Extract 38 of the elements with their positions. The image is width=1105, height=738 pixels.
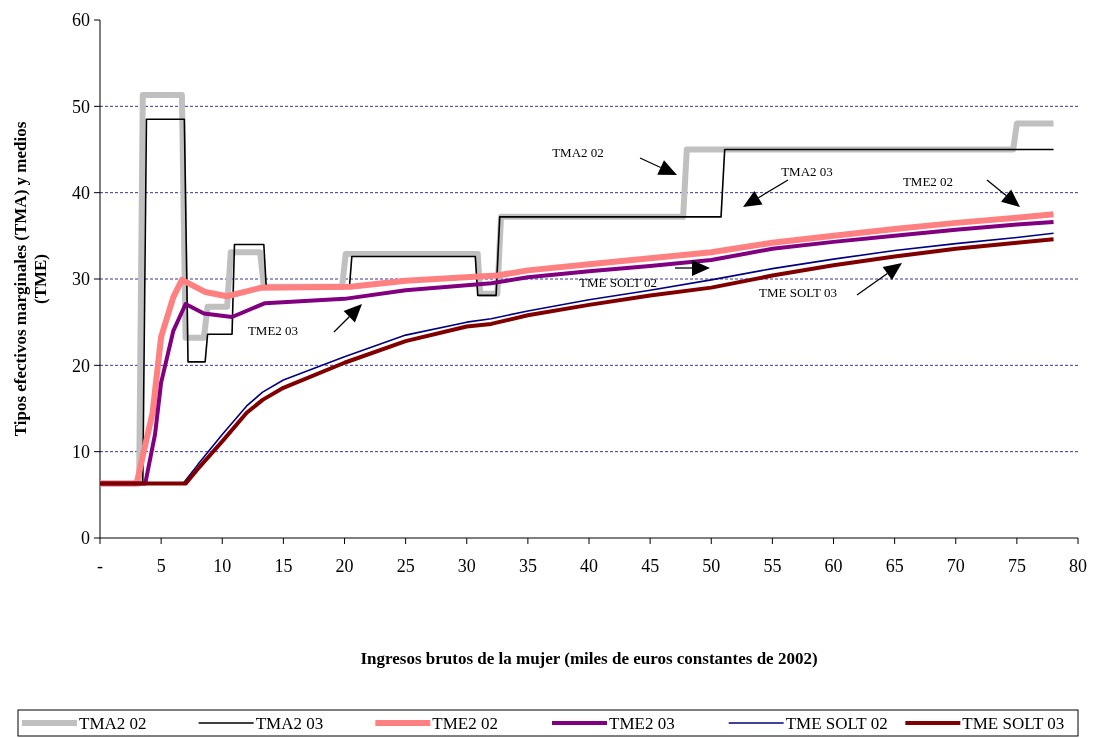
x-axis-title: Ingresos brutos de la mujer (miles de euros constantes de 2002) <box>360 649 818 668</box>
x-tick-label: 5 <box>156 556 166 576</box>
legend-label: TME2 03 <box>609 713 675 733</box>
x-tick-label: 10 <box>213 556 232 576</box>
x-tick-label: 55 <box>763 556 782 576</box>
y-tick-label: 50 <box>72 96 90 117</box>
annotation: TME SOLT 02 <box>578 274 658 290</box>
legend-label: TME SOLT 03 <box>962 713 1065 733</box>
y-tick-label: 10 <box>72 441 90 462</box>
y-tick-label: 0 <box>81 528 90 549</box>
x-tick-label: - <box>97 556 103 576</box>
annotation: TMA2 02 <box>552 144 604 160</box>
annotation: TME SOLT 03 <box>758 284 838 300</box>
annotation: TME2 02 <box>902 173 954 189</box>
x-tick-label: 50 <box>702 556 721 576</box>
x-tick-label: 60 <box>824 556 843 576</box>
x-tick-label: 30 <box>457 556 476 576</box>
y-tick-label: 40 <box>72 182 90 203</box>
legend-label: TME2 02 <box>432 713 498 733</box>
y-axis-title: Tipos efectivos marginales (TMA) y medios (TME) <box>11 121 50 437</box>
annotation: TMA2 03 <box>781 163 833 179</box>
y-tick-label: 20 <box>72 355 90 376</box>
x-tick-label: 20 <box>335 556 354 576</box>
annotation: TME2 03 <box>247 322 299 338</box>
x-tick-label: 15 <box>274 556 293 576</box>
y-tick-label: 30 <box>72 269 90 290</box>
legend-label: TME SOLT 02 <box>785 713 888 733</box>
x-tick-label: 70 <box>946 556 965 576</box>
legend-label: TMA2 03 <box>255 713 324 733</box>
x-tick-label: 35 <box>518 556 537 576</box>
x-tick-label: 75 <box>1007 556 1026 576</box>
legend-label: TMA2 02 <box>79 713 147 733</box>
x-tick-label: 45 <box>641 556 660 576</box>
x-tick-label: 80 <box>1069 556 1087 576</box>
y-tick-label: 60 <box>72 10 90 31</box>
x-tick-label: 40 <box>580 556 598 576</box>
x-tick-label: 65 <box>885 556 904 576</box>
x-tick-label: 25 <box>396 556 415 576</box>
